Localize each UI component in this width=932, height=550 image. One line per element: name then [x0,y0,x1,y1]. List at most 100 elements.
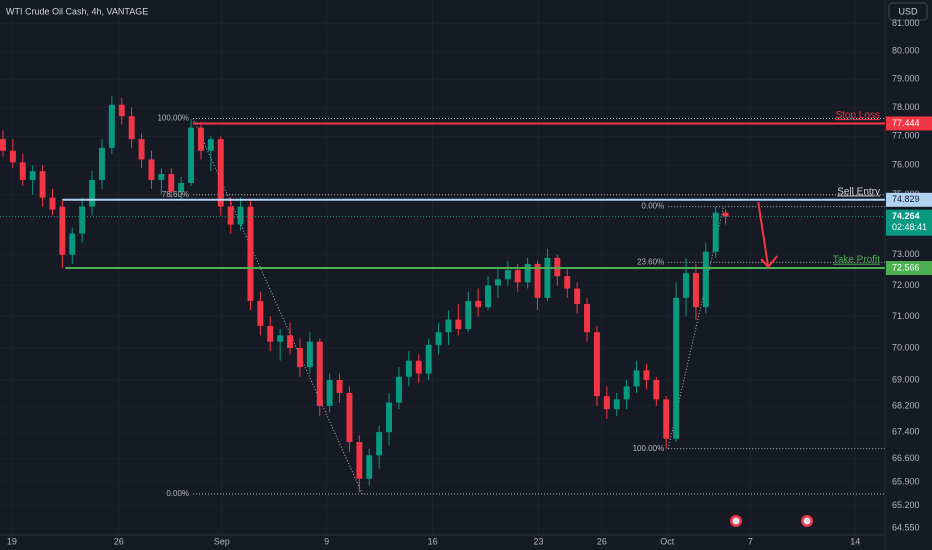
candle-body [197,127,204,151]
candle-body [386,402,393,433]
x-tick-label: 9 [324,536,329,546]
candle-body [79,206,86,234]
candle-body [722,212,729,217]
candle-body [475,300,482,308]
candle-body [712,212,719,252]
level-name: Take Profit [833,255,880,266]
x-tick-label: 7 [748,536,753,546]
x-tick-label: 26 [597,536,607,546]
level-name: Sell Entry [837,186,880,197]
fib-label: 0.00% [642,202,665,211]
candle-body [534,263,541,298]
x-tick-label: Oct [660,536,675,546]
y-tick-label: 76.000 [892,160,920,170]
plot [0,96,885,495]
x-tick-label: 14 [850,536,860,546]
candle-body [138,139,145,160]
candle-body [445,319,452,333]
candle-body [485,285,492,308]
x-tick-label: 26 [114,536,124,546]
candle-body [39,171,46,198]
candle-body [148,159,155,180]
y-tick-label: 73.000 [892,249,920,259]
candle-body [49,197,56,210]
level-price: 74.829 [892,194,920,204]
chart-title: WTI Crude Oil Cash, 4h, VANTAGE [6,6,148,16]
candle-body [415,360,422,374]
y-tick-label: 65.900 [892,476,920,486]
candle-body [296,348,303,368]
x-tick-label: 19 [7,536,17,546]
candle-body [19,162,26,180]
candle-body [9,150,16,163]
candle-body [257,300,264,326]
candle-body [633,370,640,387]
y-tick-label: 80.000 [892,46,920,56]
candle-body [613,399,620,410]
y-tick-label: 69.000 [892,374,920,384]
candle-body [316,341,323,406]
candle-body [356,442,363,479]
candle-body [108,104,115,148]
level-name: Stop Loss [836,110,880,121]
candle-body [118,104,125,117]
candle-body [207,139,214,151]
level-price-box [886,192,932,207]
candle-body [395,376,402,403]
candle-body [673,297,680,439]
fib-label: 23.60% [637,258,664,267]
candle-body [524,263,531,283]
candle-body [702,251,709,308]
level-price: 72.566 [892,262,920,272]
candle-body [277,335,284,342]
y-tick-label: 70.000 [892,342,920,352]
candle-body [178,182,185,192]
candle-body [465,300,472,330]
candle-body [653,379,660,400]
candle-body [217,139,224,207]
fib-label: 0.00% [166,489,189,498]
arrow [757,201,770,268]
candle-body [435,332,442,345]
x-tick-label: 16 [428,536,438,546]
candle-body [504,270,511,280]
candle-body [623,386,630,400]
candle-body [306,341,313,368]
candle-body [494,279,501,286]
candle-body [267,325,274,342]
fib-label: 78.60% [162,190,189,199]
y-tick-label: 79.000 [892,74,920,84]
candle-body [554,257,561,277]
candle-body [247,206,254,301]
candle-body [663,399,670,439]
candle-body [544,257,551,298]
current-price-box [886,209,932,236]
candle-body [188,127,195,183]
candle-body [366,455,373,479]
level-price-box [886,116,932,131]
y-tick-label: 64.550 [892,522,920,532]
candle-body [69,233,76,255]
candle-body [425,344,432,374]
level-price-box [886,261,932,276]
currency-box[interactable] [888,2,928,21]
level-price: 77.444 [892,118,920,128]
y-tick-label: 81.000 [892,18,920,28]
candle-body [692,273,699,308]
candle-body [514,270,521,283]
currency[interactable]: USD [898,6,918,16]
candle-body [128,116,135,140]
candle-body [98,147,105,180]
candle-body [326,379,333,406]
candle-body [603,396,610,410]
candle-body [346,392,353,443]
y-tick-label: 78.000 [892,102,920,112]
candle-body [158,174,165,180]
countdown: 02:48:41 [892,222,927,232]
y-tick-label: 65.200 [892,500,920,510]
candle-body [29,171,36,180]
candle-body [59,206,66,255]
candle-body [89,179,96,207]
